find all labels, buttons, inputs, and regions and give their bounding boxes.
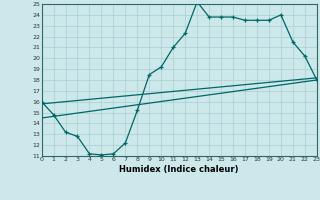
X-axis label: Humidex (Indice chaleur): Humidex (Indice chaleur) <box>119 165 239 174</box>
